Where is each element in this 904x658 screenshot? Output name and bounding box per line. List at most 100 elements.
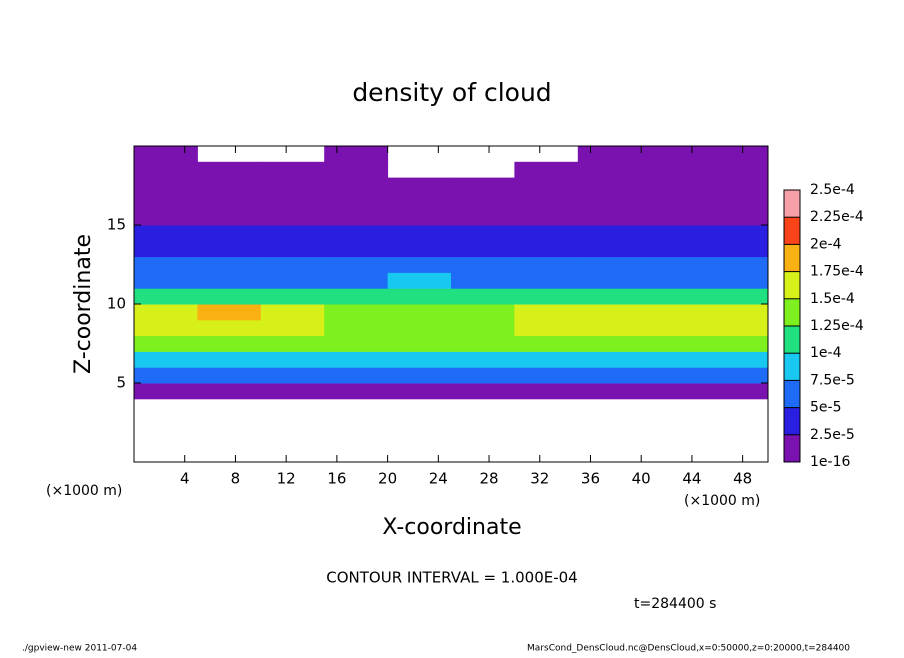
heatmap-cell xyxy=(704,319,769,337)
heatmap-cell xyxy=(704,177,769,194)
heatmap-cell xyxy=(134,240,198,258)
heatmap-cell xyxy=(387,319,452,337)
heatmap-cell xyxy=(260,272,325,289)
heatmap-cell xyxy=(197,383,262,400)
heatmap-cell xyxy=(451,193,515,210)
heatmap-cell xyxy=(134,383,198,400)
heatmap-cell xyxy=(514,225,579,242)
heatmap-cell xyxy=(387,351,452,368)
colorbar-label: 1e-4 xyxy=(810,345,842,361)
heatmap-cell xyxy=(514,256,579,273)
colorbar-label: 2.5e-4 xyxy=(810,182,855,198)
colorbar-swatch xyxy=(784,244,800,272)
heatmap-cell xyxy=(197,319,262,337)
heatmap-cell xyxy=(387,288,452,305)
y-tick-label: 5 xyxy=(116,374,126,392)
heatmap-cell xyxy=(704,383,769,400)
heatmap-cell xyxy=(197,225,262,242)
heatmap-cell xyxy=(577,161,642,179)
heatmap-cell xyxy=(577,288,642,305)
x-unit: (×1000 m) xyxy=(684,493,760,509)
heatmap-cell xyxy=(577,304,642,321)
heatmap-cell xyxy=(451,225,515,242)
colorbar-label: 2.5e-5 xyxy=(810,427,855,443)
heatmap-cell xyxy=(387,335,452,352)
heatmap-cell xyxy=(704,256,769,273)
colorbar-swatch xyxy=(784,353,800,381)
heatmap-cell xyxy=(577,177,642,194)
heatmap-cell xyxy=(641,319,706,337)
colorbar-swatch xyxy=(784,271,800,299)
heatmap-cell xyxy=(324,351,389,368)
heatmap-cell xyxy=(577,225,642,242)
x-tick-label: 24 xyxy=(429,470,448,488)
heatmap-cell xyxy=(387,177,452,194)
heatmap-cell xyxy=(197,351,262,368)
heatmap-cell xyxy=(451,288,515,305)
heatmap-cell xyxy=(514,177,579,194)
heatmap-cell xyxy=(514,319,579,337)
heatmap-cell xyxy=(387,272,452,289)
heatmap-cell xyxy=(134,225,198,242)
heatmap-cell xyxy=(514,209,579,226)
heatmap-cell xyxy=(704,161,769,179)
heatmap-cell xyxy=(260,209,325,226)
heatmap-cell xyxy=(324,225,389,242)
heatmap-cell xyxy=(324,161,389,179)
colorbar-swatch xyxy=(784,434,800,462)
heatmap-cell xyxy=(197,193,262,210)
heatmap-cell xyxy=(260,193,325,210)
heatmap-cell xyxy=(704,351,769,368)
heatmap-cell xyxy=(197,272,262,289)
heatmap-cell xyxy=(577,351,642,368)
heatmap-cell xyxy=(324,256,389,273)
heatmap-cell xyxy=(134,304,198,321)
heatmap-cell xyxy=(577,256,642,273)
x-tick-label: 4 xyxy=(180,470,190,488)
heatmap-cell xyxy=(134,146,198,163)
heatmap-cell xyxy=(260,304,325,321)
heatmap-cell xyxy=(324,272,389,289)
heatmap-cell xyxy=(514,288,579,305)
heatmap-cell xyxy=(641,161,706,179)
heatmap-cell xyxy=(514,161,579,179)
heatmap-cell xyxy=(704,225,769,242)
heatmap-cell xyxy=(641,146,706,163)
heatmap-cell xyxy=(704,367,769,384)
heatmap-cell xyxy=(577,383,642,400)
heatmap-cell xyxy=(641,240,706,258)
x-tick-label: 12 xyxy=(277,470,296,488)
heatmap-cell xyxy=(134,288,198,305)
heatmap-cell xyxy=(387,193,452,210)
heatmap-cell xyxy=(197,161,262,179)
colorbar-swatch xyxy=(784,407,800,435)
colorbar-swatch xyxy=(784,298,800,326)
heatmap-cell xyxy=(324,304,389,321)
heatmap-cell xyxy=(134,193,198,210)
colorbar-label: 2.25e-4 xyxy=(810,209,864,225)
heatmap-cell xyxy=(387,304,452,321)
y-unit: (×1000 m) xyxy=(46,483,122,499)
x-tick-label: 44 xyxy=(682,470,701,488)
heatmap-cell xyxy=(260,161,325,179)
heatmap-cell xyxy=(577,367,642,384)
heatmap-cell xyxy=(324,335,389,352)
x-tick-label: 40 xyxy=(632,470,651,488)
heatmap-cell xyxy=(134,209,198,226)
heatmap-cell xyxy=(641,209,706,226)
heatmap-cell xyxy=(451,177,515,194)
heatmap-cell xyxy=(641,272,706,289)
heatmap-cell xyxy=(577,146,642,163)
heatmap-cell xyxy=(577,193,642,210)
colorbar-label: 1.25e-4 xyxy=(810,318,864,334)
heatmap-cell xyxy=(197,335,262,352)
contour-note: CONTOUR INTERVAL = 1.000E-04 xyxy=(326,569,577,587)
heatmap-cell xyxy=(260,367,325,384)
heatmap-cell xyxy=(641,225,706,242)
heatmap-cell xyxy=(451,304,515,321)
heatmap-cell xyxy=(260,177,325,194)
heatmap-cell xyxy=(641,383,706,400)
heatmap-cell xyxy=(134,367,198,384)
heatmap-cell xyxy=(197,240,262,258)
heatmap-cell xyxy=(704,209,769,226)
